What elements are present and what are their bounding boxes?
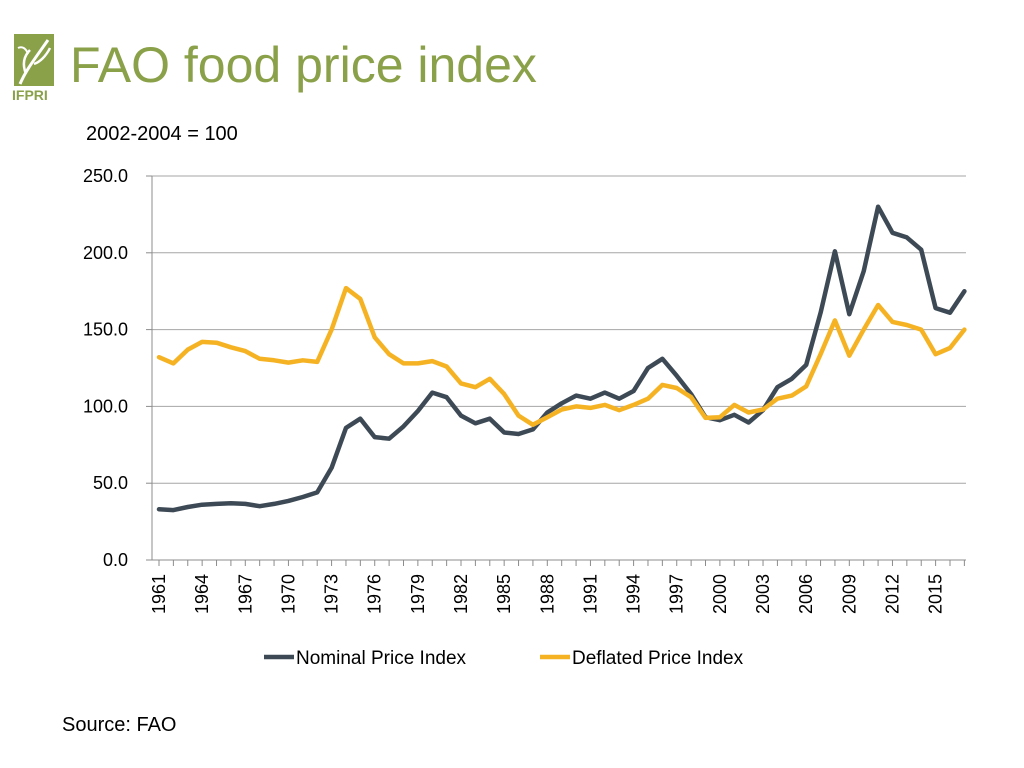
x-tick-label: 1991	[580, 574, 600, 614]
logo-leaf-top	[17, 46, 29, 55]
x-tick-label: 1964	[192, 574, 212, 614]
x-tick-label: 2012	[882, 574, 902, 614]
x-tick-label: 1997	[667, 574, 687, 614]
legend-label: Nominal Price Index	[296, 648, 467, 669]
x-tick-label: 2006	[796, 574, 816, 614]
y-tick-label: 150.0	[83, 320, 128, 340]
series-line-nominal-price-index	[156, 204, 967, 513]
x-tick-label: 2009	[839, 574, 859, 614]
chart-subtitle: 2002-2004 = 100	[86, 123, 238, 145]
y-tick-label: 100.0	[83, 396, 128, 416]
y-tick-label: 250.0	[83, 166, 128, 186]
x-tick-label: 1985	[494, 574, 514, 614]
logo-leaf-right	[33, 47, 52, 66]
x-tick-label: 1982	[451, 574, 471, 614]
x-tick-label: 1970	[278, 574, 298, 614]
axis-layer: 0.0 50.0 100.0 150.0 200.0 250.0 1961 1964 1967 1…	[83, 166, 965, 614]
y-tick-label: 50.0	[93, 473, 128, 493]
y-tick-label: 0.0	[103, 550, 128, 570]
y-tick-label: 200.0	[83, 243, 128, 263]
x-tick-label: 1979	[408, 574, 428, 614]
x-tick-label: 1961	[149, 574, 169, 614]
legend-label: Deflated Price Index	[572, 648, 744, 669]
x-tick-label: 1973	[322, 574, 342, 614]
series-line-deflated-price-index	[156, 285, 967, 428]
logo-leaf-left	[22, 49, 31, 75]
x-tick-label: 1988	[537, 574, 557, 614]
series-layer	[156, 204, 967, 513]
logo-text: IFPRI	[12, 87, 48, 103]
x-tick-label: 1976	[365, 574, 385, 614]
x-tick-label: 1994	[624, 574, 644, 614]
x-tick-label: 2015	[926, 574, 946, 614]
grid-layer	[152, 175, 966, 561]
legend-layer: Nominal Price Index Deflated Price Index	[264, 648, 744, 669]
ifpri-logo: IFPRI	[12, 34, 54, 103]
source-note: Source: FAO	[62, 714, 177, 736]
logo-stem	[18, 39, 50, 85]
x-tick-label: 1967	[235, 574, 255, 614]
x-tick-label: 2000	[710, 574, 730, 614]
slide-title: FAO food price index	[70, 37, 537, 93]
x-tick-label: 2003	[753, 574, 773, 614]
